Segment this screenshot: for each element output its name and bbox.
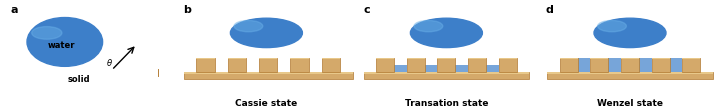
FancyBboxPatch shape — [364, 73, 529, 79]
FancyBboxPatch shape — [670, 58, 682, 73]
Ellipse shape — [598, 21, 626, 32]
FancyBboxPatch shape — [437, 58, 456, 59]
FancyBboxPatch shape — [468, 58, 486, 73]
FancyBboxPatch shape — [364, 73, 529, 74]
FancyBboxPatch shape — [259, 58, 277, 59]
Text: c: c — [364, 4, 370, 14]
FancyBboxPatch shape — [456, 66, 468, 73]
FancyBboxPatch shape — [376, 58, 395, 73]
FancyBboxPatch shape — [590, 58, 608, 73]
FancyBboxPatch shape — [547, 73, 713, 74]
Text: θ: θ — [107, 59, 112, 68]
Text: solid: solid — [68, 74, 91, 83]
FancyBboxPatch shape — [498, 58, 517, 73]
FancyBboxPatch shape — [407, 58, 425, 73]
Text: b: b — [184, 4, 192, 14]
FancyBboxPatch shape — [197, 58, 215, 73]
Text: d: d — [546, 4, 554, 14]
Text: Wenzel state: Wenzel state — [597, 99, 663, 108]
Ellipse shape — [594, 19, 666, 48]
FancyBboxPatch shape — [578, 58, 590, 73]
FancyBboxPatch shape — [184, 73, 353, 79]
FancyBboxPatch shape — [425, 66, 437, 73]
FancyBboxPatch shape — [547, 73, 713, 79]
FancyBboxPatch shape — [7, 69, 158, 71]
Ellipse shape — [27, 18, 102, 67]
FancyBboxPatch shape — [322, 58, 340, 73]
FancyBboxPatch shape — [437, 58, 456, 73]
Text: Cassie state: Cassie state — [235, 99, 297, 108]
FancyBboxPatch shape — [290, 58, 309, 73]
FancyBboxPatch shape — [0, 69, 158, 112]
FancyBboxPatch shape — [290, 58, 309, 59]
FancyBboxPatch shape — [652, 58, 670, 73]
FancyBboxPatch shape — [7, 69, 158, 77]
FancyBboxPatch shape — [682, 58, 701, 59]
FancyBboxPatch shape — [621, 58, 639, 73]
Ellipse shape — [230, 19, 302, 48]
Text: a: a — [11, 4, 18, 14]
FancyBboxPatch shape — [559, 58, 578, 73]
FancyBboxPatch shape — [608, 58, 621, 73]
Ellipse shape — [414, 21, 443, 32]
Ellipse shape — [234, 21, 263, 32]
Ellipse shape — [410, 19, 482, 48]
FancyBboxPatch shape — [590, 58, 608, 59]
FancyBboxPatch shape — [7, 69, 158, 71]
FancyBboxPatch shape — [621, 58, 639, 59]
FancyBboxPatch shape — [7, 69, 158, 77]
FancyBboxPatch shape — [259, 58, 277, 73]
FancyBboxPatch shape — [407, 58, 425, 59]
FancyBboxPatch shape — [228, 58, 246, 59]
FancyBboxPatch shape — [468, 58, 486, 59]
FancyBboxPatch shape — [376, 58, 395, 59]
FancyBboxPatch shape — [184, 73, 353, 74]
FancyBboxPatch shape — [559, 58, 578, 59]
FancyBboxPatch shape — [197, 58, 215, 59]
Text: water: water — [48, 40, 75, 49]
FancyBboxPatch shape — [395, 66, 407, 73]
Text: Transation state: Transation state — [405, 99, 488, 108]
FancyBboxPatch shape — [228, 58, 246, 73]
FancyBboxPatch shape — [486, 66, 498, 73]
FancyBboxPatch shape — [682, 58, 701, 73]
Ellipse shape — [32, 27, 62, 40]
FancyBboxPatch shape — [322, 58, 340, 59]
FancyBboxPatch shape — [498, 58, 517, 59]
FancyBboxPatch shape — [639, 58, 652, 73]
FancyBboxPatch shape — [652, 58, 670, 59]
